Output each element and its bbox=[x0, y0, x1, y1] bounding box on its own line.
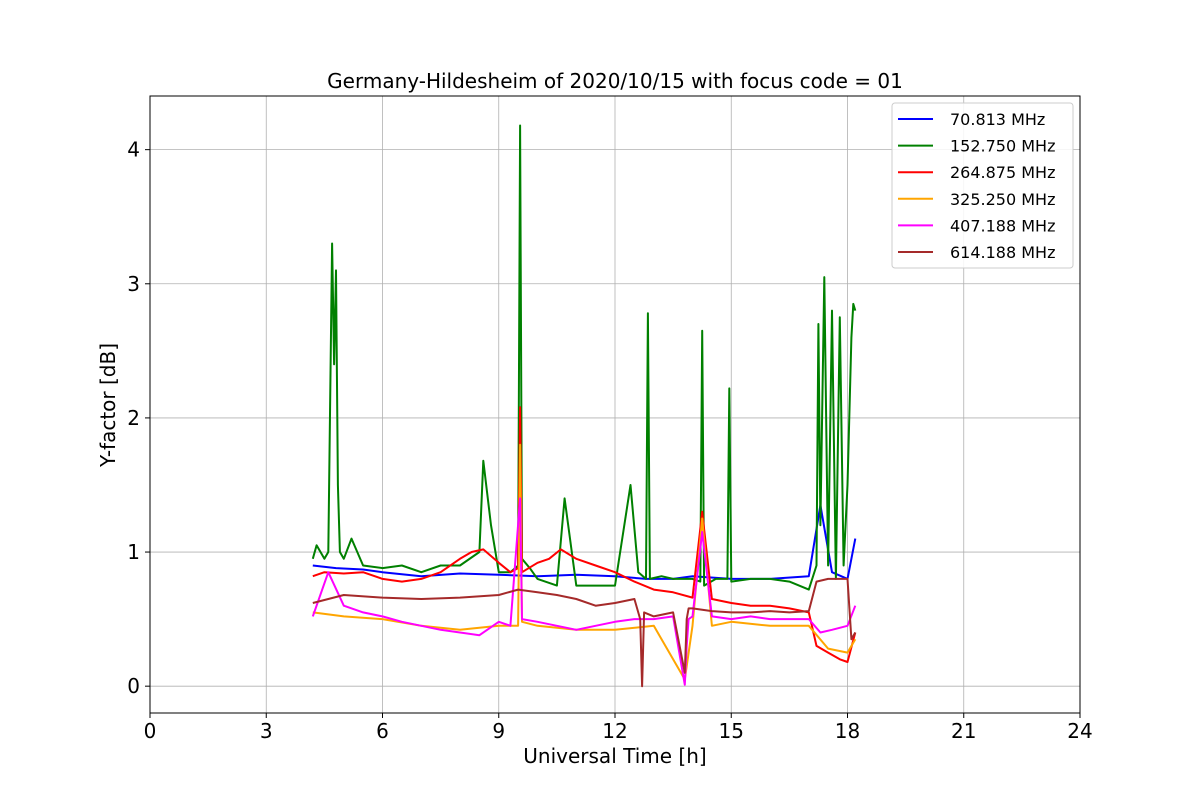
legend-label: 407.188 MHz bbox=[950, 216, 1055, 235]
x-tick-label: 0 bbox=[144, 719, 157, 743]
x-axis-label: Universal Time [h] bbox=[523, 744, 706, 768]
series-line-4 bbox=[312, 443, 857, 681]
y-tick-label: 1 bbox=[127, 540, 140, 564]
x-tick-label: 6 bbox=[376, 719, 389, 743]
series-line-2 bbox=[311, 124, 857, 591]
x-tick-label: 9 bbox=[492, 719, 505, 743]
y-tick-label: 3 bbox=[127, 272, 140, 296]
legend-label: 70.813 MHz bbox=[950, 110, 1045, 129]
y-tick-label: 2 bbox=[127, 406, 140, 430]
y-axis-ticks: 0 1 2 3 4 bbox=[127, 138, 150, 698]
legend-label: 325.250 MHz bbox=[950, 190, 1055, 209]
y-axis-label: Y-factor [dB] bbox=[96, 343, 120, 468]
series-line-1 bbox=[312, 504, 857, 580]
x-tick-label: 12 bbox=[602, 719, 627, 743]
y-tick-label: 0 bbox=[127, 674, 140, 698]
x-tick-label: 3 bbox=[260, 719, 273, 743]
chart-title: Germany-Hildesheim of 2020/10/15 with fo… bbox=[327, 69, 903, 93]
series-line-6 bbox=[312, 577, 857, 688]
series-line-5 bbox=[311, 497, 857, 686]
y-tick-label: 4 bbox=[127, 138, 140, 162]
legend-label: 614.188 MHz bbox=[950, 243, 1055, 262]
legend-label: 264.875 MHz bbox=[950, 163, 1055, 182]
series-line-3 bbox=[312, 406, 857, 663]
x-tick-label: 21 bbox=[951, 719, 976, 743]
legend: 70.813 MHz 152.750 MHz 264.875 MHz 325.250 … bbox=[891, 102, 1074, 269]
series-layer bbox=[311, 124, 857, 688]
x-axis-ticks: 0 3 6 9 12 15 18 21 24 bbox=[144, 713, 1093, 743]
x-tick-label: 15 bbox=[719, 719, 744, 743]
legend-box bbox=[891, 102, 1074, 269]
x-tick-label: 24 bbox=[1067, 719, 1092, 743]
legend-label: 152.750 MHz bbox=[950, 137, 1055, 156]
x-tick-label: 18 bbox=[835, 719, 860, 743]
